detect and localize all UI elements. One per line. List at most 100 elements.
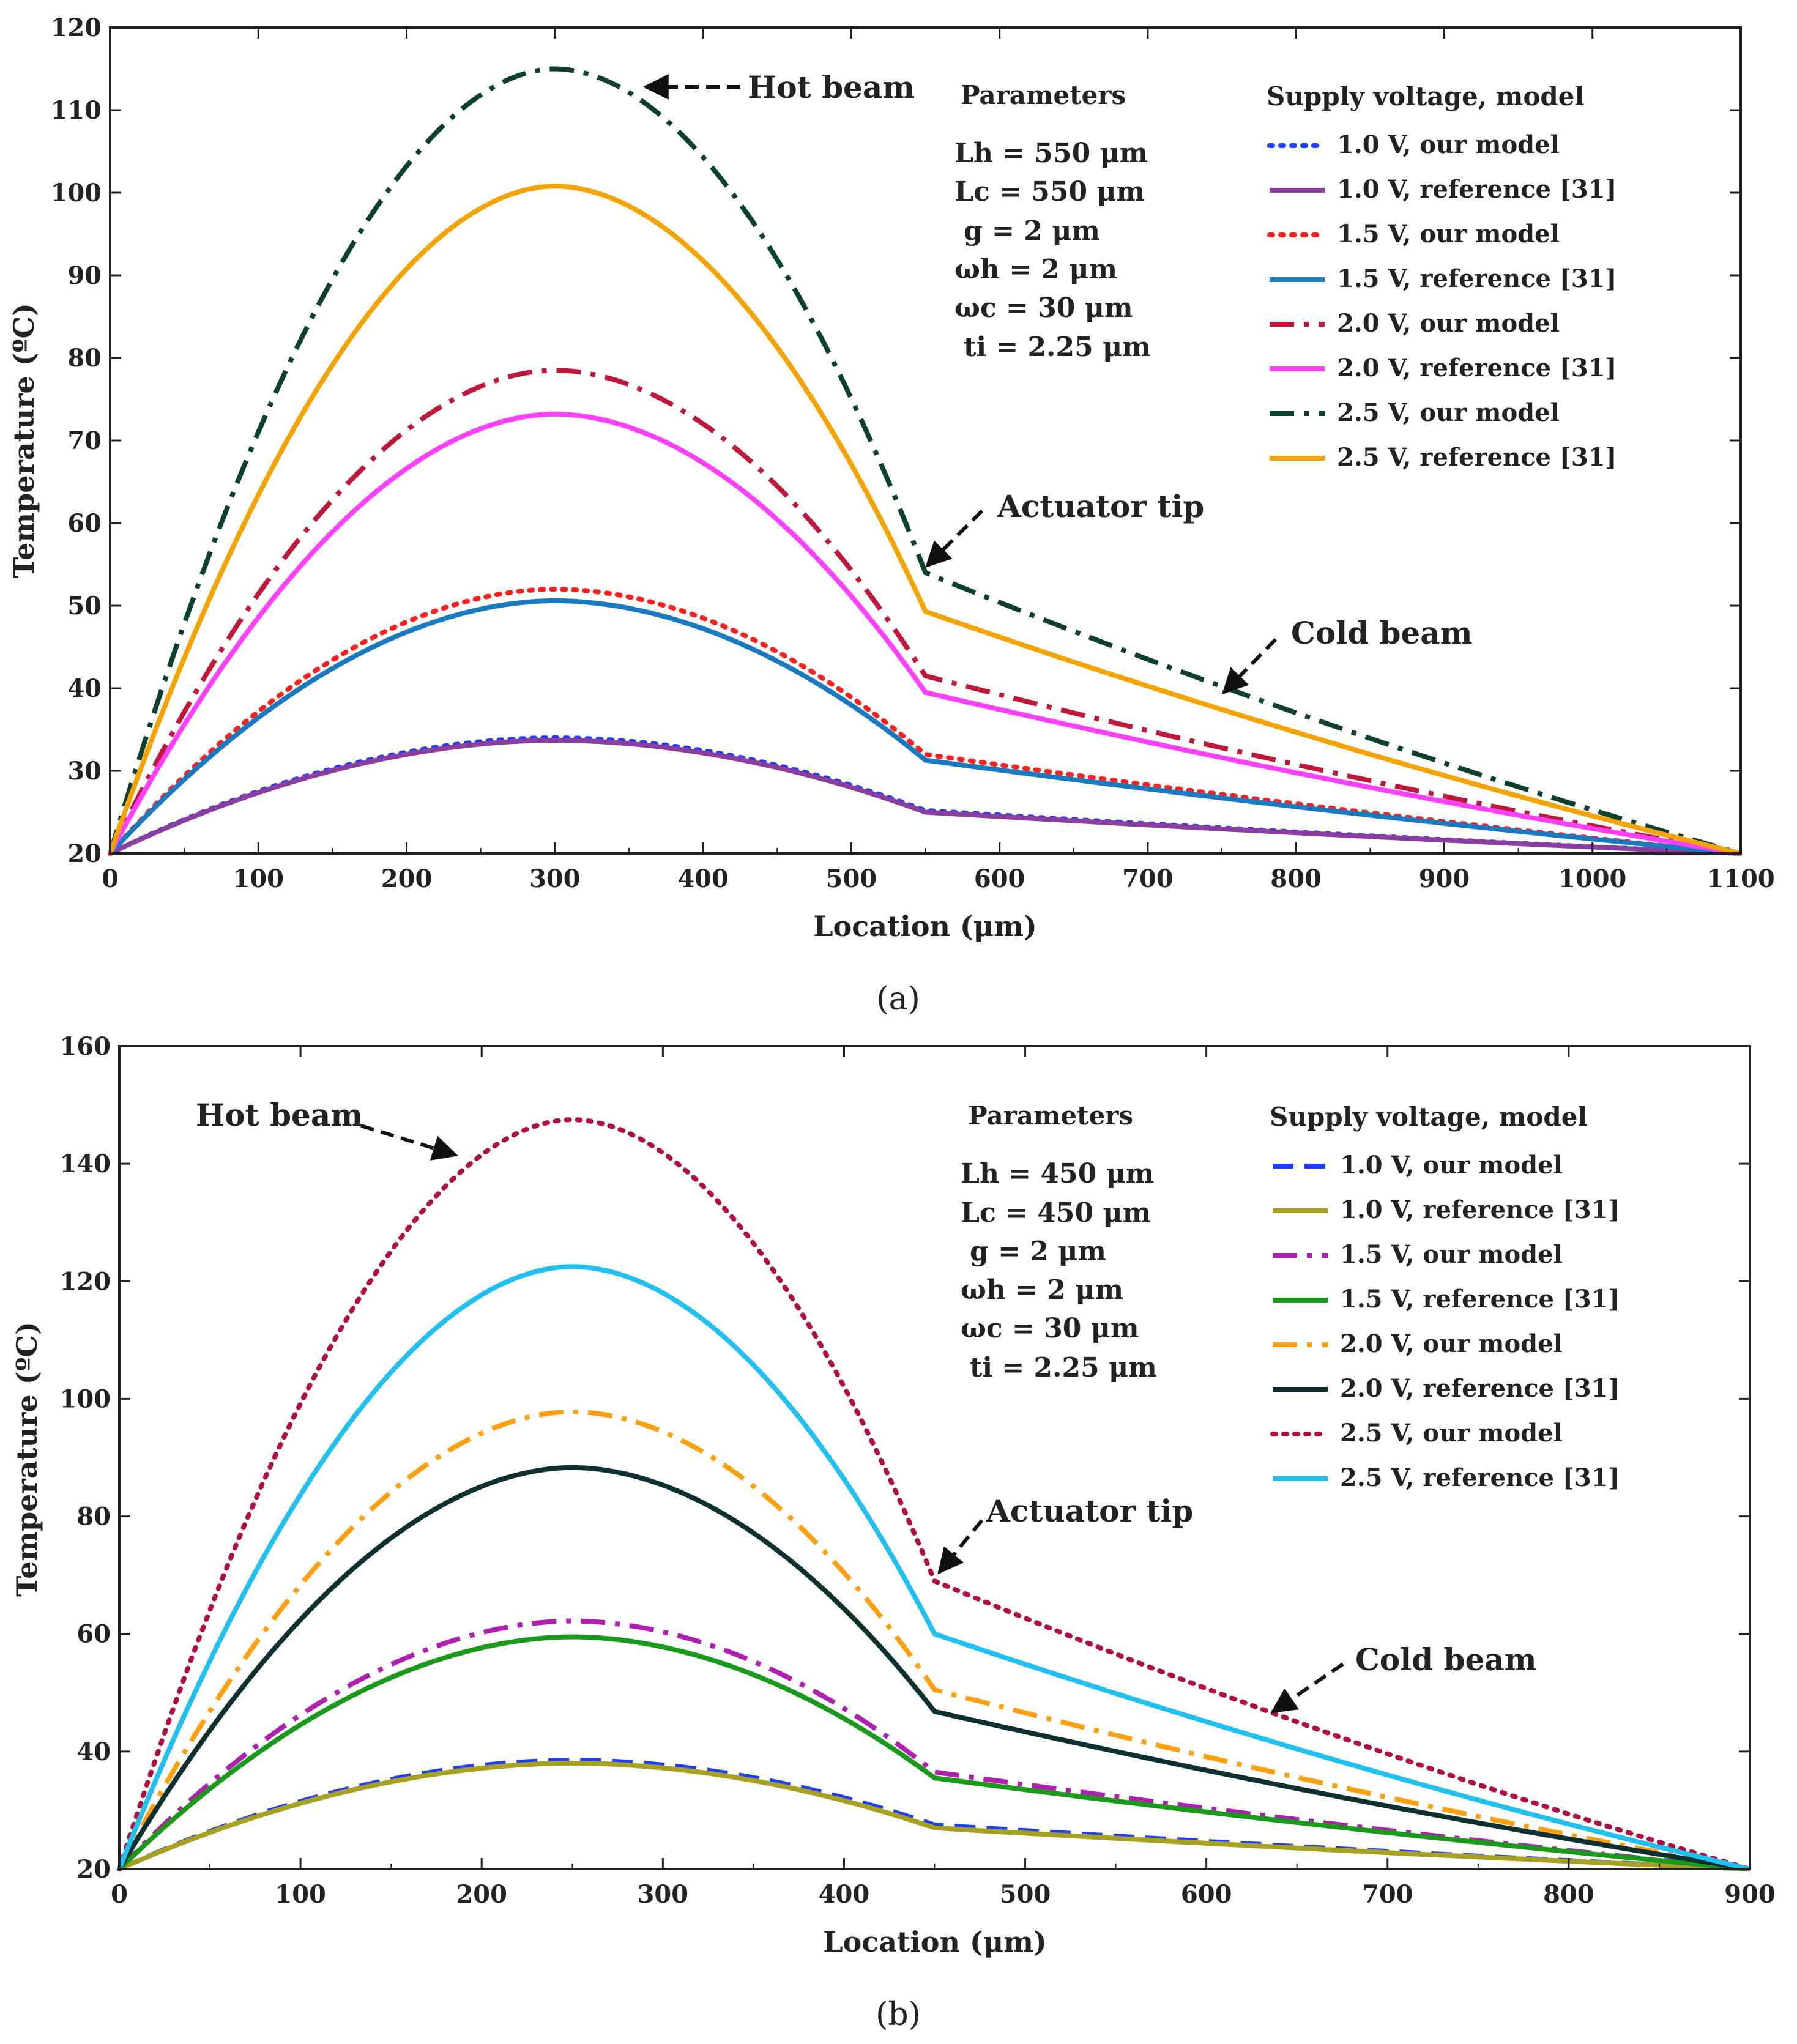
y-tick-label: 50 — [67, 592, 102, 620]
legend-label-1: 1.0 V, our model — [1340, 1151, 1563, 1180]
panel-a-param-lc: Lc = 550 μm — [954, 176, 1145, 207]
legend-label-3: 1.5 V, our model — [1337, 220, 1560, 248]
panel-a-legend-title: Supply voltage, model — [1267, 81, 1584, 111]
panel-a-cold-beam-annotation: Cold beam — [1291, 615, 1473, 651]
panel-a-hot-beam-annotation: Hot beam — [748, 69, 915, 105]
series-line-2 — [118, 1761, 1750, 1871]
x-tick-label: 100 — [275, 1880, 326, 1909]
panel-a-actuator-tip-arrow — [925, 509, 984, 568]
panel-b-legend: Supply voltage, model 1.0 V, our model 1.… — [1270, 1102, 1620, 1492]
panel-b-parameters-title: Parameters — [968, 1101, 1133, 1131]
x-tick-label: 1000 — [1558, 864, 1626, 893]
x-tick-label: 200 — [456, 1880, 507, 1909]
panel-a-legend: Supply voltage, model 1.0 V, our model 1.… — [1267, 81, 1617, 472]
y-tick-label: 90 — [67, 261, 102, 290]
series-line-4 — [108, 598, 1741, 856]
legend-label-5: 2.0 V, our model — [1340, 1329, 1563, 1358]
panel-b-cold-beam-annotation: Cold beam — [1355, 1641, 1537, 1678]
legend-label-4: 1.5 V, reference [31] — [1337, 264, 1617, 293]
panel-b-param-wc: ωc = 30 μm — [961, 1313, 1139, 1344]
y-tick-label: 70 — [67, 426, 102, 455]
panel-a-label: (a) — [876, 981, 920, 1017]
x-tick-label: 400 — [677, 864, 729, 893]
x-tick-label: 600 — [1181, 1880, 1232, 1909]
panel-a-cold-beam-arrow — [1222, 637, 1278, 695]
x-tick-label: 0 — [102, 864, 119, 893]
panel-a-actuator-tip-annotation: Actuator tip — [997, 488, 1204, 524]
panel-a-parameters-title: Parameters — [961, 80, 1126, 110]
legend-label-6: 2.0 V, reference [31] — [1337, 354, 1617, 382]
series-line-5 — [108, 368, 1741, 856]
legend-label-4: 1.5 V, reference [31] — [1340, 1285, 1620, 1314]
y-tick-label: 60 — [76, 1620, 111, 1649]
x-tick-label: 100 — [233, 864, 285, 893]
series-line-6 — [108, 411, 1741, 856]
panel-b-hot-beam-annotation: Hot beam — [196, 1097, 363, 1133]
panel-b-y-axis-label: Temperature (ºC) — [10, 1321, 43, 1597]
series-line-2 — [109, 738, 1741, 856]
x-tick-label: 900 — [1419, 864, 1470, 893]
legend-label-7: 2.5 V, our model — [1340, 1419, 1563, 1448]
panel-b-param-lh: Lh = 450 μm — [961, 1158, 1154, 1189]
panel-b-param-wh: ωh = 2 μm — [961, 1274, 1123, 1306]
series-line-7 — [117, 1117, 1752, 1871]
series-line-6 — [117, 1465, 1750, 1871]
panel-b-x-axis-label: Location (μm) — [823, 1925, 1047, 1958]
legend-label-2: 1.0 V, reference [31] — [1337, 175, 1617, 204]
series-line-4 — [117, 1634, 1750, 1871]
panel-b-param-lc: Lc = 450 μm — [961, 1197, 1151, 1228]
legend-label-2: 1.0 V, reference [31] — [1340, 1195, 1620, 1224]
panel-a-y-axis-label: Temperature (ºC) — [7, 303, 40, 578]
panel-a-param-ti: ti = 2.25 μm — [964, 332, 1151, 363]
y-tick-label: 120 — [60, 1267, 111, 1296]
y-tick-label: 140 — [60, 1150, 111, 1178]
x-tick-label: 700 — [1122, 864, 1174, 893]
x-tick-label: 500 — [1000, 1880, 1051, 1909]
x-tick-label: 0 — [111, 1880, 128, 1909]
panel-a-param-g: g = 2 μm — [964, 215, 1100, 247]
y-tick-label: 80 — [76, 1503, 111, 1531]
panel-a-parameters: Parameters Lh = 550 μm Lc = 550 μm g = 2… — [954, 80, 1151, 363]
legend-label-1: 1.0 V, our model — [1337, 130, 1560, 159]
y-tick-label: 30 — [67, 757, 102, 786]
panel-b-param-g: g = 2 μm — [970, 1236, 1106, 1267]
panel-b-actuator-tip-arrow — [937, 1519, 984, 1575]
x-tick-label: 400 — [819, 1880, 870, 1909]
y-tick-label: 100 — [51, 179, 102, 207]
y-tick-label: 20 — [76, 1855, 111, 1884]
panel-a-x-axis-label: Location (μm) — [813, 910, 1037, 943]
y-tick-label: 40 — [76, 1737, 111, 1766]
y-tick-label: 80 — [67, 344, 102, 373]
y-tick-label: 60 — [67, 509, 102, 538]
x-tick-label: 200 — [381, 864, 433, 893]
panel-b-label: (b) — [876, 1996, 921, 2033]
panel-a-param-wh: ωh = 2 μm — [954, 254, 1117, 285]
y-tick-label: 110 — [51, 96, 102, 125]
series-line-8 — [117, 1264, 1750, 1871]
series-line-8 — [108, 184, 1741, 856]
legend-label-8: 2.5 V, reference [31] — [1340, 1463, 1620, 1492]
panel-a-chart: 0 100 200 300 400 500 600 700 800 900 1000 1100 20 30… — [7, 13, 1775, 1017]
x-tick-label: 300 — [529, 864, 581, 893]
x-tick-label: 700 — [1362, 1880, 1413, 1909]
x-tick-label: 300 — [638, 1880, 689, 1909]
panel-b-parameters: Parameters Lh = 450 μm Lc = 450 μm g = 2… — [961, 1101, 1157, 1383]
x-tick-label: 1100 — [1706, 864, 1774, 893]
legend-label-5: 2.0 V, our model — [1337, 309, 1560, 338]
y-tick-label: 120 — [51, 13, 102, 42]
x-tick-label: 800 — [1270, 864, 1322, 893]
panel-a-param-lh: Lh = 550 μm — [954, 138, 1148, 169]
panel-b-legend-title: Supply voltage, model — [1270, 1102, 1587, 1132]
legend-label-3: 1.5 V, our model — [1340, 1240, 1563, 1269]
y-tick-label: 160 — [60, 1032, 111, 1061]
x-tick-label: 500 — [826, 864, 877, 893]
legend-label-8: 2.5 V, reference [31] — [1337, 443, 1617, 472]
panel-b-param-ti: ti = 2.25 μm — [970, 1352, 1157, 1383]
series-line-7 — [108, 66, 1742, 856]
y-tick-label: 100 — [60, 1384, 111, 1413]
x-tick-label: 800 — [1543, 1880, 1594, 1909]
panel-b-actuator-tip-annotation: Actuator tip — [986, 1493, 1193, 1529]
x-tick-label: 600 — [974, 864, 1025, 893]
y-tick-label: 20 — [67, 839, 102, 868]
